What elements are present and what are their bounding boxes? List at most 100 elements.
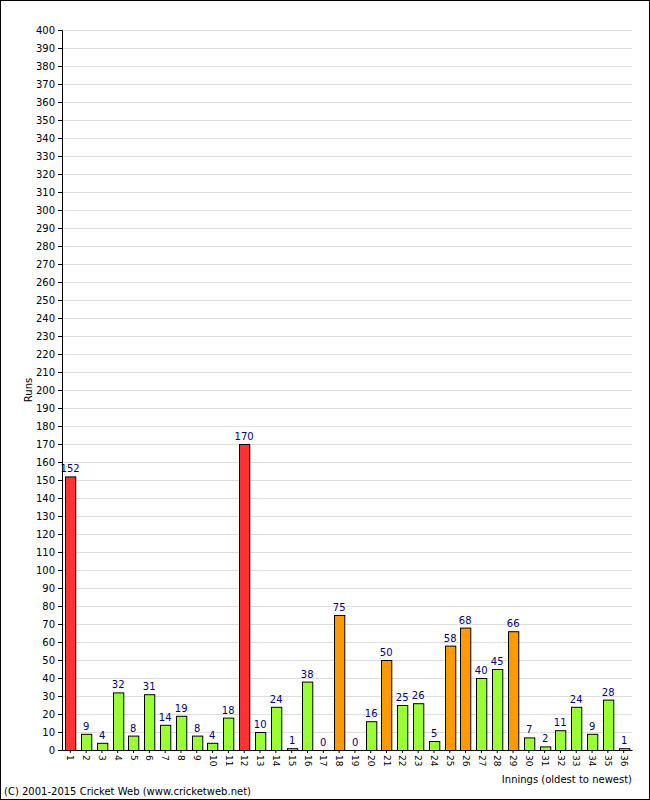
x-tick: 8 bbox=[176, 750, 186, 761]
y-tick-mark bbox=[58, 48, 62, 49]
x-tick-mark bbox=[433, 750, 434, 753]
y-tick-label: 210 bbox=[36, 367, 55, 378]
x-tick: 29 bbox=[508, 750, 518, 767]
bar bbox=[240, 445, 250, 751]
y-tick-label: 10 bbox=[42, 727, 55, 738]
y-tick: 360 bbox=[36, 97, 62, 108]
data-label: 45 bbox=[491, 656, 504, 667]
grid bbox=[62, 31, 632, 751]
y-tick-label: 400 bbox=[36, 25, 55, 36]
x-tick: 23 bbox=[413, 750, 423, 766]
bar bbox=[461, 628, 471, 750]
x-tick-label: 34 bbox=[587, 755, 597, 767]
x-tick-mark bbox=[228, 750, 229, 753]
y-tick: 160 bbox=[36, 457, 62, 468]
x-tick: 33 bbox=[571, 750, 581, 766]
y-tick-mark bbox=[58, 390, 62, 391]
chart: 1529432831141984181701024138075016502526… bbox=[0, 0, 650, 800]
x-tick: 34 bbox=[587, 750, 597, 767]
background bbox=[1, 1, 650, 800]
x-tick: 26 bbox=[461, 750, 471, 767]
x-tick-mark bbox=[307, 750, 308, 753]
y-tick-label: 270 bbox=[36, 259, 55, 270]
bar bbox=[193, 736, 203, 750]
data-label: 9 bbox=[83, 721, 89, 732]
y-tick-mark bbox=[58, 282, 62, 283]
data-label: 31 bbox=[143, 681, 156, 692]
grid-line bbox=[62, 264, 632, 265]
x-tick-mark bbox=[607, 750, 608, 753]
y-tick-label: 110 bbox=[36, 547, 55, 558]
y-tick: 80 bbox=[42, 601, 62, 612]
x-tick-label: 24 bbox=[429, 755, 439, 767]
x-tick: 9 bbox=[192, 750, 202, 761]
x-tick-label: 9 bbox=[192, 755, 202, 761]
grid-line bbox=[62, 48, 632, 49]
bar bbox=[509, 632, 519, 750]
data-label: 28 bbox=[602, 687, 615, 698]
y-tick: 70 bbox=[42, 619, 62, 630]
y-tick-label: 200 bbox=[36, 385, 55, 396]
x-tick: 5 bbox=[129, 750, 139, 761]
y-tick-mark bbox=[58, 354, 62, 355]
x-tick-mark bbox=[623, 750, 624, 753]
grid-line bbox=[62, 498, 632, 499]
data-label: 50 bbox=[380, 647, 393, 658]
bar bbox=[556, 731, 566, 750]
x-tick: 24 bbox=[429, 750, 439, 767]
y-tick: 250 bbox=[36, 295, 62, 306]
bar bbox=[129, 736, 139, 750]
y-tick: 230 bbox=[36, 331, 62, 342]
x-tick-mark bbox=[323, 750, 324, 753]
x-tick-mark bbox=[592, 750, 593, 753]
x-tick-label: 23 bbox=[413, 755, 423, 766]
y-tick-mark bbox=[58, 516, 62, 517]
bar bbox=[446, 646, 456, 750]
x-tick-mark bbox=[291, 750, 292, 753]
bar bbox=[272, 707, 282, 750]
data-label: 1 bbox=[621, 735, 627, 746]
data-label: 7 bbox=[526, 724, 532, 735]
bar bbox=[145, 695, 155, 750]
data-label: 0 bbox=[352, 737, 358, 748]
x-tick-label: 14 bbox=[271, 755, 281, 767]
x-tick-label: 6 bbox=[144, 755, 154, 761]
grid-line bbox=[62, 624, 632, 625]
bar bbox=[493, 670, 503, 751]
x-tick: 21 bbox=[382, 750, 392, 766]
bar bbox=[572, 707, 582, 750]
data-label: 68 bbox=[459, 615, 472, 626]
grid-line bbox=[62, 372, 632, 373]
x-tick-mark bbox=[101, 750, 102, 753]
data-label: 170 bbox=[235, 431, 254, 442]
grid-line bbox=[62, 642, 632, 643]
y-tick-label: 0 bbox=[49, 745, 55, 756]
data-label: 10 bbox=[254, 719, 267, 730]
y-tick-mark bbox=[58, 264, 62, 265]
x-tick-mark bbox=[465, 750, 466, 753]
x-tick: 2 bbox=[81, 750, 91, 761]
x-tick-label: 20 bbox=[366, 755, 376, 767]
x-tick: 17 bbox=[318, 750, 328, 766]
y-tick-label: 340 bbox=[36, 133, 55, 144]
x-tick-mark bbox=[370, 750, 371, 753]
x-tick-mark bbox=[212, 750, 213, 753]
y-tick-mark bbox=[58, 102, 62, 103]
y-tick: 90 bbox=[42, 583, 62, 594]
x-tick: 28 bbox=[492, 750, 502, 767]
y-tick-mark bbox=[58, 732, 62, 733]
y-tick-label: 190 bbox=[36, 403, 55, 414]
x-tick: 16 bbox=[303, 750, 313, 767]
x-tick-mark bbox=[149, 750, 150, 753]
x-tick: 15 bbox=[287, 750, 297, 766]
y-tick-mark bbox=[58, 408, 62, 409]
y-tick: 180 bbox=[36, 421, 62, 432]
x-tick-mark bbox=[449, 750, 450, 753]
y-tick: 370 bbox=[36, 79, 62, 90]
data-label: 38 bbox=[301, 669, 314, 680]
y-tick: 210 bbox=[36, 367, 62, 378]
data-label: 152 bbox=[61, 463, 80, 474]
y-tick-label: 360 bbox=[36, 97, 55, 108]
bar bbox=[303, 682, 313, 750]
data-label: 9 bbox=[589, 721, 595, 732]
